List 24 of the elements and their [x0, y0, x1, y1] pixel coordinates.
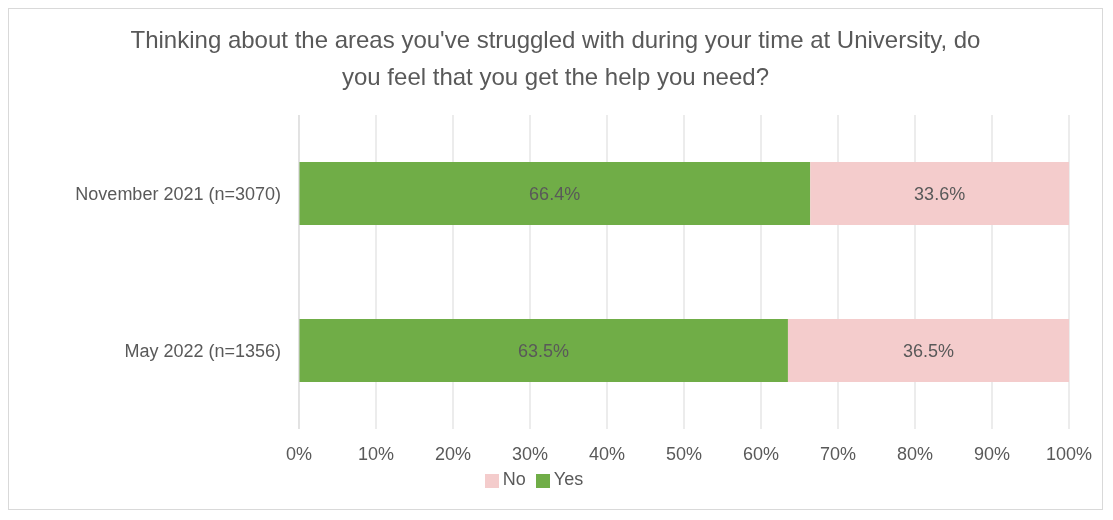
x-tick-label: 60%: [742, 443, 780, 464]
data-label: 66.4%: [529, 183, 581, 204]
data-label: 63.5%: [517, 340, 569, 361]
bar: [810, 162, 1069, 226]
legend-label: Yes: [553, 469, 584, 489]
bar: [299, 319, 788, 383]
legend-label: No: [502, 469, 526, 489]
x-tick-label: 100%: [1045, 443, 1093, 464]
x-tick-label: 90%: [973, 443, 1011, 464]
chart-title: Thinking about the areas you've struggled with during your time at University, do you feel that you get the help you need?: [129, 25, 982, 92]
bar: [787, 319, 1069, 383]
x-tick-label: 70%: [819, 443, 857, 464]
bar: [299, 162, 811, 226]
x-tick-label: 30%: [511, 443, 549, 464]
x-tick-label: 0%: [285, 443, 313, 464]
x-tick-label: 40%: [588, 443, 626, 464]
y-tick-label: November 2021 (n=3070): [75, 183, 281, 204]
x-tick-label: 20%: [434, 443, 472, 464]
data-label: 33.6%: [914, 183, 966, 204]
x-tick-label: 10%: [357, 443, 395, 464]
data-label: 36.5%: [902, 340, 954, 361]
y-tick-label: May 2022 (n=1356): [124, 340, 281, 361]
x-tick-label: 50%: [665, 443, 703, 464]
x-tick-label: 80%: [896, 443, 934, 464]
